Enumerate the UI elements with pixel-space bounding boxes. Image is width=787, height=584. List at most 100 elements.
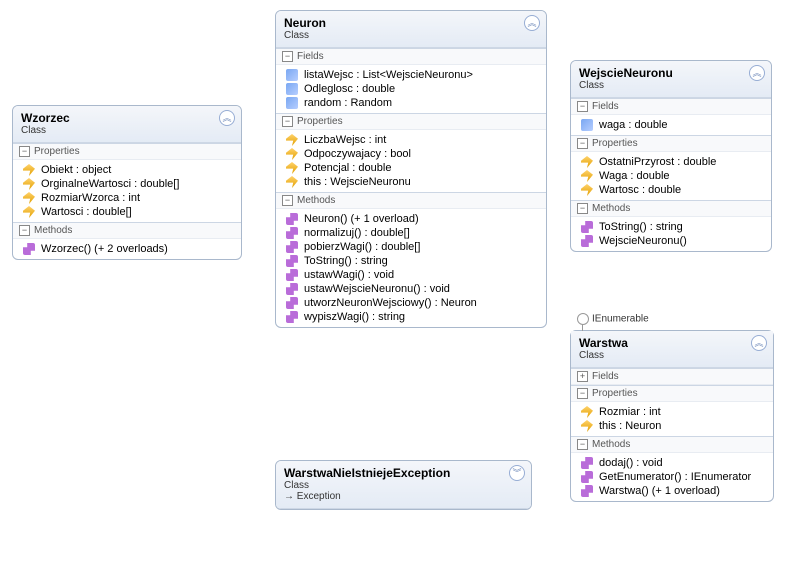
class-wzorzec: WzorzecClass︽−PropertiesObiekt : objectO… (12, 105, 242, 260)
fields-item[interactable]: waga : double (571, 118, 771, 132)
props-list: OstatniPrzyrost : double Waga : double War… (571, 152, 771, 200)
toggle-icon[interactable]: − (282, 195, 293, 206)
props-icon (23, 206, 35, 218)
props-text: OstatniPrzyrost : double (599, 156, 716, 168)
props-icon (286, 176, 298, 188)
methods-icon (23, 243, 35, 255)
props-item[interactable]: LiczbaWejsc : int (276, 133, 546, 147)
methods-item[interactable]: pobierzWagi() : double[] (276, 240, 546, 254)
methods-item[interactable]: ustawWejscieNeuronu() : void (276, 282, 546, 296)
props-section-header: −Properties (571, 385, 773, 402)
methods-item[interactable]: Warstwa() (+ 1 overload) (571, 484, 773, 498)
toggle-icon[interactable]: − (19, 146, 30, 157)
toggle-icon[interactable]: − (577, 203, 588, 214)
fields-icon (286, 83, 298, 95)
collapse-chevron-icon[interactable]: ︽ (749, 65, 765, 81)
class-subtitle: Class (284, 30, 538, 41)
fields-item[interactable]: listaWejsc : List<WejscieNeuronu> (276, 68, 546, 82)
toggle-icon[interactable]: − (577, 138, 588, 149)
methods-icon (286, 255, 298, 267)
methods-item[interactable]: Wzorzec() (+ 2 overloads) (13, 242, 241, 256)
props-item[interactable]: OrginalneWartosci : double[] (13, 177, 241, 191)
methods-item[interactable]: wypiszWagi() : string (276, 310, 546, 324)
class-subtitle: Class (579, 350, 765, 361)
methods-item[interactable]: normalizuj() : double[] (276, 226, 546, 240)
methods-text: ustawWagi() : void (304, 269, 394, 281)
collapse-chevron-icon[interactable]: ︽ (751, 335, 767, 351)
toggle-icon[interactable]: − (282, 51, 293, 62)
methods-text: normalizuj() : double[] (304, 227, 410, 239)
class-exc: WarstwaNieIstniejeExceptionClass→ Except… (275, 460, 532, 510)
toggle-icon[interactable]: − (577, 439, 588, 450)
methods-icon (286, 283, 298, 295)
methods-item[interactable]: ToString() : string (571, 220, 771, 234)
methods-text: ToString() : string (304, 255, 388, 267)
methods-list: dodaj() : voidGetEnumerator() : IEnumera… (571, 453, 773, 501)
props-item[interactable]: Wartosci : double[] (13, 205, 241, 219)
props-section-header: −Properties (276, 113, 546, 130)
toggle-icon[interactable]: − (577, 388, 588, 399)
methods-list: ToString() : stringWejscieNeuronu() (571, 217, 771, 251)
fields-section-header: −Fields (276, 48, 546, 65)
collapse-chevron-icon[interactable]: ︽ (219, 110, 235, 126)
props-item[interactable]: Wartosc : double (571, 183, 771, 197)
props-item[interactable]: OstatniPrzyrost : double (571, 155, 771, 169)
class-warstwa: IEnumerableWarstwaClass︽+Fields−Properti… (570, 330, 774, 502)
methods-label: Methods (592, 439, 630, 450)
props-text: Wartosc : double (599, 184, 681, 196)
fields-list: waga : double (571, 115, 771, 135)
props-item[interactable]: Waga : double (571, 169, 771, 183)
props-text: Wartosci : double[] (41, 206, 132, 218)
props-text: Waga : double (599, 170, 670, 182)
props-item[interactable]: Potencjal : double (276, 161, 546, 175)
methods-item[interactable]: ToString() : string (276, 254, 546, 268)
methods-item[interactable]: Neuron() (+ 1 overload) (276, 212, 546, 226)
fields-item[interactable]: Odleglosc : double (276, 82, 546, 96)
methods-item[interactable]: GetEnumerator() : IEnumerator (571, 470, 773, 484)
methods-section-header: −Methods (276, 192, 546, 209)
props-item[interactable]: Rozmiar : int (571, 405, 773, 419)
methods-item[interactable]: dodaj() : void (571, 456, 773, 470)
props-item[interactable]: Odpoczywajacy : bool (276, 147, 546, 161)
methods-item[interactable]: utworzNeuronWejsciowy() : Neuron (276, 296, 546, 310)
base-class: → Exception (284, 491, 523, 502)
expand-chevron-icon[interactable]: ︾ (509, 465, 525, 481)
methods-icon (286, 269, 298, 281)
collapse-chevron-icon[interactable]: ︽ (524, 15, 540, 31)
methods-item[interactable]: WejscieNeuronu() (571, 234, 771, 248)
props-text: OrginalneWartosci : double[] (41, 178, 179, 190)
fields-label: Fields (592, 101, 619, 112)
fields-icon (286, 97, 298, 109)
fields-text: random : Random (304, 97, 392, 109)
fields-item[interactable]: random : Random (276, 96, 546, 110)
fields-list: listaWejsc : List<WejscieNeuronu>Odleglo… (276, 65, 546, 113)
props-item[interactable]: this : WejscieNeuronu (276, 175, 546, 189)
toggle-icon[interactable]: − (19, 225, 30, 236)
props-item[interactable]: this : Neuron (571, 419, 773, 433)
props-icon (581, 170, 593, 182)
fields-icon (286, 69, 298, 81)
fields-text: Odleglosc : double (304, 83, 395, 95)
fields-icon (581, 119, 593, 131)
props-text: LiczbaWejsc : int (304, 134, 386, 146)
methods-icon (286, 297, 298, 309)
props-text: Rozmiar : int (599, 406, 661, 418)
methods-icon (581, 221, 593, 233)
methods-item[interactable]: ustawWagi() : void (276, 268, 546, 282)
fields-label: Fields (297, 51, 324, 62)
props-label: Properties (592, 138, 638, 149)
class-subtitle: Class (21, 125, 233, 136)
props-icon (581, 184, 593, 196)
props-item[interactable]: RozmiarWzorca : int (13, 191, 241, 205)
toggle-icon[interactable]: − (282, 116, 293, 127)
methods-text: Wzorzec() (+ 2 overloads) (41, 243, 168, 255)
props-icon (23, 178, 35, 190)
toggle-icon[interactable]: − (577, 101, 588, 112)
props-text: RozmiarWzorca : int (41, 192, 140, 204)
class-header: NeuronClass︽ (276, 11, 546, 48)
class-subtitle: Class (579, 80, 763, 91)
methods-icon (581, 235, 593, 247)
props-item[interactable]: Obiekt : object (13, 163, 241, 177)
toggle-icon[interactable]: + (577, 371, 588, 382)
props-label: Properties (592, 388, 638, 399)
